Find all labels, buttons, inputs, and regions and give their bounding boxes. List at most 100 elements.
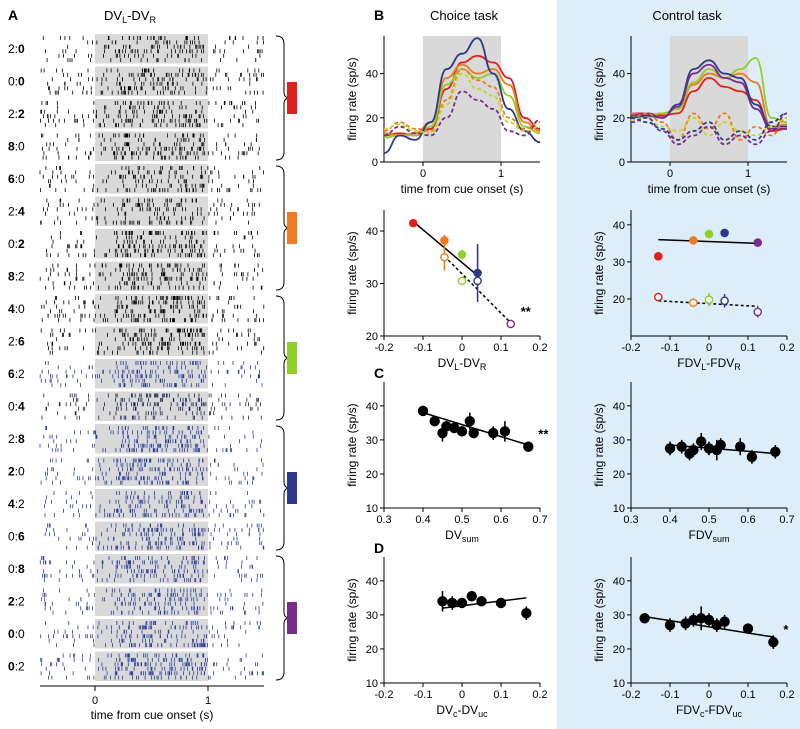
x-tick-label: 1 [498, 168, 504, 180]
x-axis-label: FDVc-FDVuc [676, 703, 743, 719]
raster-row-label: 4:2 [8, 497, 25, 511]
cue-period-shading [95, 424, 208, 454]
data-point [468, 427, 479, 439]
spike-ticks [39, 556, 263, 583]
cue-shading [423, 36, 501, 162]
y-axis-label: firing rate (sp/s) [592, 403, 606, 486]
x-tick-label: 0.7 [532, 514, 547, 526]
data-point [466, 590, 477, 602]
y-tick-label: 40 [613, 69, 625, 81]
y-tick-label: 20 [613, 113, 625, 125]
choice-dvc-chart: -0.2 -0.1 0 0.1 0.2 10 20 30 40 firing rate (sp/s… [345, 557, 548, 719]
data-point [473, 276, 482, 286]
raster-row-label: 8:2 [8, 270, 25, 284]
data-point [703, 614, 715, 626]
x-tick-label: -0.2 [622, 342, 641, 354]
spike-ticks [40, 198, 260, 225]
spike-ticks [41, 296, 265, 323]
data-point [506, 319, 516, 329]
group-color-tag [287, 82, 297, 114]
y-axis-label: firing rate (sp/s) [592, 231, 606, 314]
y-tick-label: 40 [613, 220, 625, 232]
data-point [704, 295, 714, 304]
series-line [630, 112, 788, 141]
x-tick-label: 0.2 [532, 342, 547, 354]
spike-ticks [40, 101, 259, 128]
data-point [473, 268, 482, 278]
spike-ticks [40, 328, 265, 355]
raster-xtick-0: 0 [92, 695, 98, 707]
y-axis-label: firing rate (sp/s) [592, 578, 606, 661]
data-point [523, 441, 534, 452]
data-point [476, 596, 487, 607]
data-point [521, 607, 532, 619]
raster-row-label: 0:8 [8, 562, 25, 576]
x-tick-label: 0 [706, 342, 712, 354]
data-point [457, 276, 467, 286]
y-tick-label: 30 [613, 610, 625, 622]
x-tick-label: 0.2 [532, 689, 547, 701]
spike-ticks [40, 458, 264, 485]
x-axis-label: DVc-DVuc [436, 703, 488, 719]
spike-ticks [40, 68, 264, 95]
y-tick-label: 20 [366, 469, 378, 481]
data-point [664, 443, 676, 454]
y-axis-label: firing rate (sp/s) [345, 578, 359, 661]
cue-period-shading [95, 489, 208, 519]
choice-task-header: Choice task [430, 8, 498, 23]
data-point [447, 597, 458, 609]
data-point [456, 597, 468, 609]
spike-ticks [40, 621, 261, 648]
significance-marker: ** [538, 427, 549, 442]
data-point [464, 415, 475, 427]
x-tick-label: 0 [420, 168, 426, 180]
spike-ticks [40, 653, 264, 680]
x-tick-label: -0.1 [661, 342, 680, 354]
y-tick-label: 20 [613, 469, 625, 481]
panel-letter-a: A [8, 7, 18, 23]
data-point [688, 444, 699, 456]
y-axis-label: firing rate (sp/s) [345, 57, 359, 140]
series-line [383, 63, 541, 137]
control-fdv-scatter-chart: -0.2 -0.1 0 0.1 0.2 20 30 40 firing rate (sp/s) F… [592, 210, 795, 372]
cue-period-shading [95, 554, 208, 584]
y-tick-label: 40 [366, 226, 378, 238]
choice-dv-scatter-chart: -0.2 -0.1 0 0.1 0.2 20 30 40 firing rate (sp/s) D… [345, 210, 548, 372]
raster-xtick-1: 1 [205, 695, 211, 707]
y-tick-label: 0 [372, 157, 378, 169]
data-point [746, 451, 758, 463]
y-tick-label: 30 [613, 435, 625, 447]
y-tick-label: 20 [366, 644, 378, 656]
series-line [630, 112, 788, 141]
data-point [676, 441, 687, 452]
x-tick-label: 0 [459, 342, 465, 354]
x-tick-label: 1 [745, 168, 751, 180]
x-tick-label: -0.2 [375, 342, 394, 354]
data-point [664, 619, 676, 631]
raster-row-label: 2:8 [8, 432, 25, 446]
x-tick-label: 0.2 [779, 689, 794, 701]
series-line [630, 63, 787, 130]
data-point [495, 597, 507, 609]
x-tick-label: -0.2 [622, 689, 641, 701]
raster-row-label: 2:0 [8, 465, 25, 479]
data-point [499, 426, 511, 437]
x-tick-label: 0.5 [701, 514, 716, 526]
data-point [770, 446, 781, 458]
x-axis-label: DVL-DVR [438, 356, 487, 372]
raster-row-label: 2:2 [8, 107, 25, 121]
group-brackets [275, 35, 297, 681]
raster-x-axis: 0 1 time from cue onset (s) [40, 685, 264, 722]
series-line [630, 116, 788, 137]
data-point [440, 236, 449, 245]
y-axis-label: firing rate (sp/s) [592, 57, 606, 140]
x-tick-label: 0.2 [779, 342, 794, 354]
spike-ticks [42, 36, 264, 63]
y-tick-label: 30 [366, 610, 378, 622]
y-tick-label: 40 [613, 576, 625, 588]
data-point [437, 596, 448, 607]
spike-ticks [39, 426, 262, 453]
series-line [383, 37, 541, 155]
y-tick-label: 10 [366, 678, 378, 690]
raster-row-label: 2:6 [8, 335, 25, 349]
